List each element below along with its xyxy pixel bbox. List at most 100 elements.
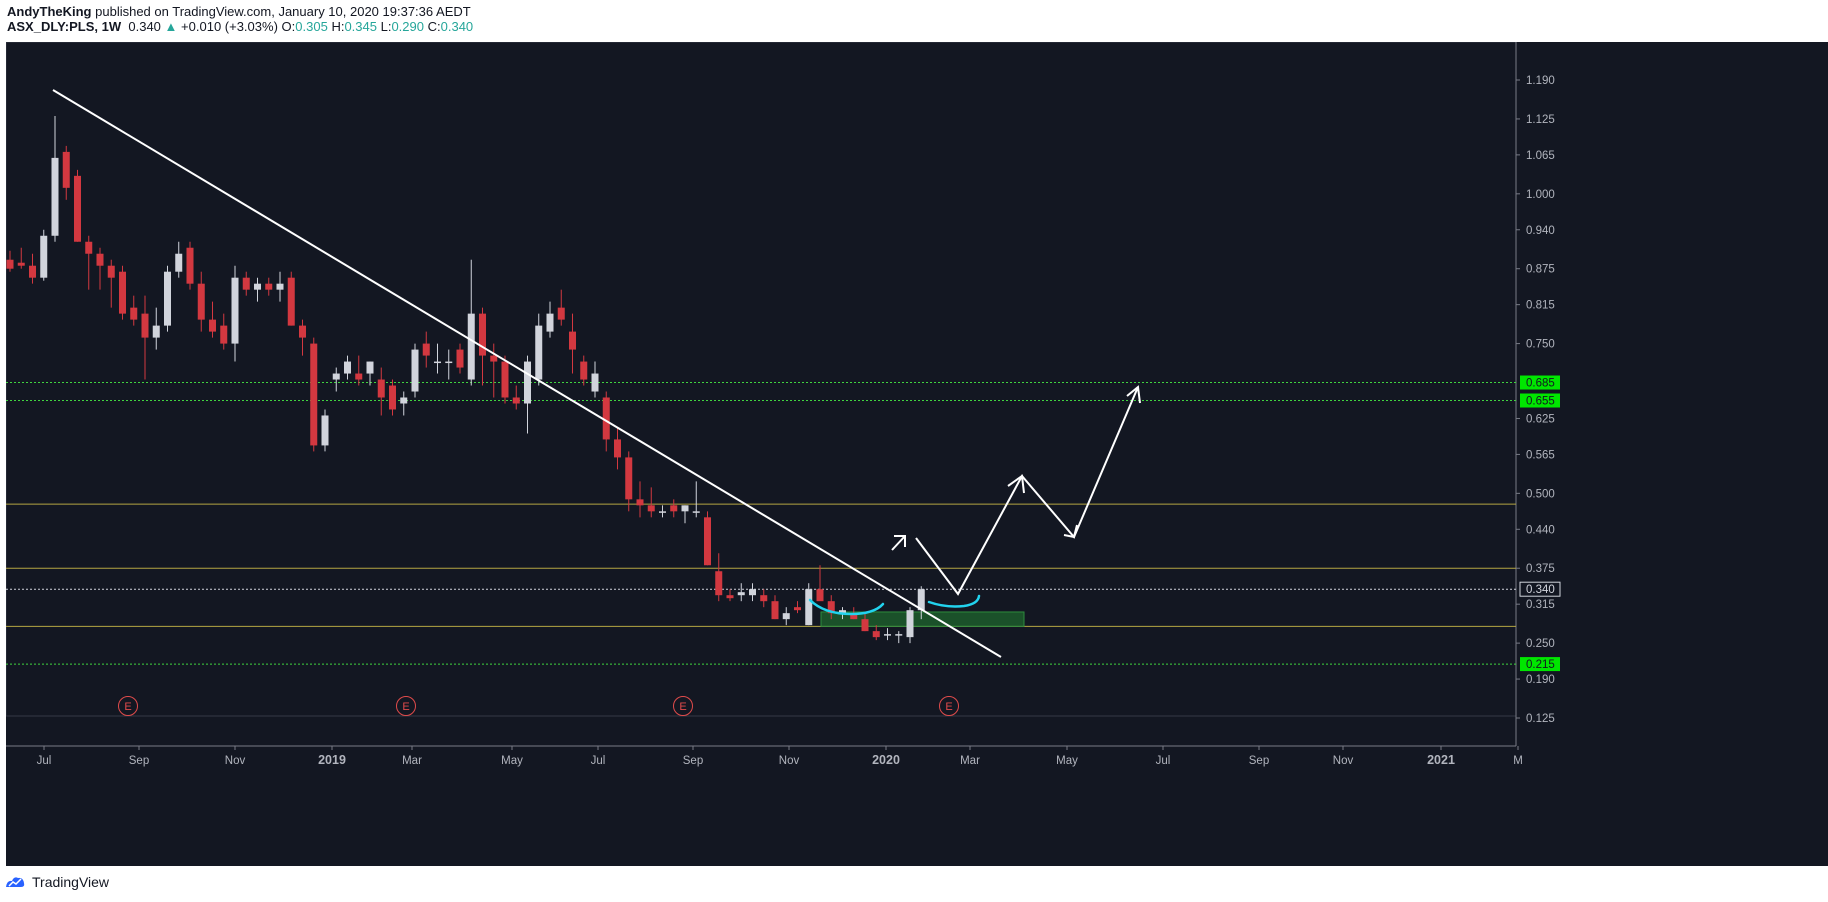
candle[interactable] bbox=[242, 271, 250, 296]
candle[interactable] bbox=[445, 349, 453, 380]
candle[interactable] bbox=[659, 505, 666, 518]
candle[interactable] bbox=[872, 625, 880, 641]
published-text: published on TradingView.com, January 10… bbox=[95, 4, 471, 19]
candle[interactable] bbox=[107, 259, 115, 308]
candle[interactable] bbox=[17, 247, 25, 269]
candle[interactable] bbox=[794, 601, 801, 614]
candle[interactable] bbox=[85, 235, 93, 290]
candle[interactable] bbox=[827, 595, 835, 620]
candle[interactable] bbox=[276, 271, 284, 302]
x-tick-label: Nov bbox=[1333, 755, 1354, 767]
candle[interactable] bbox=[749, 583, 756, 602]
candle[interactable] bbox=[591, 361, 599, 398]
candle[interactable] bbox=[29, 253, 36, 284]
candle[interactable] bbox=[906, 607, 914, 644]
price-chart[interactable]: 1.190 1.125 1.065 1.000 0.940 0.875 0.815 0.750… bbox=[6, 42, 1828, 866]
candle[interactable] bbox=[760, 589, 768, 608]
candle[interactable] bbox=[737, 583, 745, 602]
candle[interactable] bbox=[366, 361, 374, 386]
candle[interactable] bbox=[287, 271, 295, 326]
candle[interactable] bbox=[186, 241, 194, 290]
candle[interactable] bbox=[501, 355, 509, 404]
candle[interactable] bbox=[332, 367, 340, 392]
candle[interactable] bbox=[299, 319, 306, 356]
candle[interactable] bbox=[231, 265, 239, 362]
candle[interactable] bbox=[861, 613, 869, 632]
candle[interactable] bbox=[895, 631, 903, 644]
earnings-label: E bbox=[124, 701, 131, 713]
tradingview-brand[interactable]: TradingView bbox=[4, 874, 109, 890]
candle-body bbox=[40, 235, 48, 278]
candle[interactable] bbox=[96, 247, 104, 290]
candle[interactable] bbox=[220, 313, 228, 350]
demand-zone[interactable] bbox=[820, 611, 1025, 627]
candle-body bbox=[546, 313, 554, 332]
earnings-marker[interactable]: E bbox=[673, 696, 693, 716]
candle[interactable] bbox=[254, 277, 261, 302]
downtrend-line[interactable] bbox=[52, 89, 1002, 658]
candle[interactable] bbox=[355, 355, 363, 386]
candle[interactable] bbox=[377, 367, 385, 416]
candle[interactable] bbox=[389, 379, 396, 416]
candle[interactable] bbox=[40, 229, 48, 281]
candle[interactable] bbox=[569, 313, 576, 374]
candle[interactable] bbox=[434, 343, 441, 374]
candle[interactable] bbox=[670, 499, 678, 518]
candle[interactable] bbox=[467, 259, 475, 386]
candle[interactable] bbox=[625, 451, 633, 512]
candle[interactable] bbox=[535, 313, 543, 386]
candle[interactable] bbox=[6, 250, 14, 272]
candle[interactable] bbox=[175, 241, 183, 278]
candle[interactable] bbox=[130, 295, 138, 326]
candle[interactable] bbox=[152, 307, 160, 350]
candle[interactable] bbox=[816, 565, 824, 602]
candle[interactable] bbox=[51, 115, 59, 242]
candle[interactable] bbox=[62, 145, 70, 200]
candle[interactable] bbox=[681, 505, 689, 524]
candle[interactable] bbox=[164, 265, 171, 332]
candle[interactable] bbox=[704, 511, 711, 566]
candle[interactable] bbox=[310, 337, 318, 452]
candle[interactable] bbox=[771, 595, 779, 620]
candle[interactable] bbox=[782, 607, 790, 626]
candle[interactable] bbox=[265, 277, 273, 296]
chart-area[interactable]: 1.190 1.125 1.065 1.000 0.940 0.875 0.815 0.750… bbox=[6, 42, 1828, 866]
symbol-label[interactable]: ASX_DLY:PLS, 1W bbox=[7, 19, 122, 34]
candle[interactable] bbox=[647, 487, 655, 518]
short-arrow[interactable] bbox=[891, 535, 906, 551]
candle[interactable] bbox=[197, 271, 205, 332]
candle[interactable] bbox=[321, 409, 329, 452]
earnings-marker[interactable]: E bbox=[396, 696, 416, 716]
earnings-marker[interactable]: E bbox=[939, 696, 959, 716]
candle[interactable] bbox=[344, 355, 351, 380]
candle[interactable] bbox=[411, 343, 419, 398]
candle[interactable] bbox=[512, 385, 520, 410]
candle[interactable] bbox=[726, 589, 734, 602]
candle[interactable] bbox=[636, 481, 644, 518]
candle[interactable] bbox=[524, 355, 531, 434]
candle[interactable] bbox=[715, 553, 723, 602]
candle[interactable] bbox=[119, 265, 126, 320]
candle[interactable] bbox=[917, 586, 925, 620]
candle[interactable] bbox=[614, 427, 621, 470]
x-tick-label: 2020 bbox=[872, 753, 900, 767]
candle[interactable] bbox=[456, 343, 464, 374]
cup-curve-left[interactable] bbox=[808, 598, 885, 616]
candle[interactable] bbox=[692, 481, 700, 518]
candle[interactable] bbox=[422, 331, 430, 368]
candle[interactable] bbox=[546, 301, 554, 338]
candle[interactable] bbox=[580, 355, 588, 386]
candle[interactable] bbox=[74, 169, 81, 242]
candle[interactable] bbox=[884, 628, 891, 641]
price-label-text: 0.215 bbox=[1526, 659, 1555, 671]
candle[interactable] bbox=[209, 301, 216, 338]
candle[interactable] bbox=[805, 583, 813, 626]
candle[interactable] bbox=[400, 391, 408, 416]
candle[interactable] bbox=[557, 289, 565, 326]
candle[interactable] bbox=[141, 295, 149, 380]
cup-curve-right[interactable] bbox=[927, 594, 981, 608]
candle-body bbox=[197, 283, 205, 320]
earnings-marker[interactable]: E bbox=[118, 696, 138, 716]
y-tick-label: 0.750 bbox=[1526, 339, 1555, 351]
author-name[interactable]: AndyTheKing bbox=[7, 4, 92, 19]
